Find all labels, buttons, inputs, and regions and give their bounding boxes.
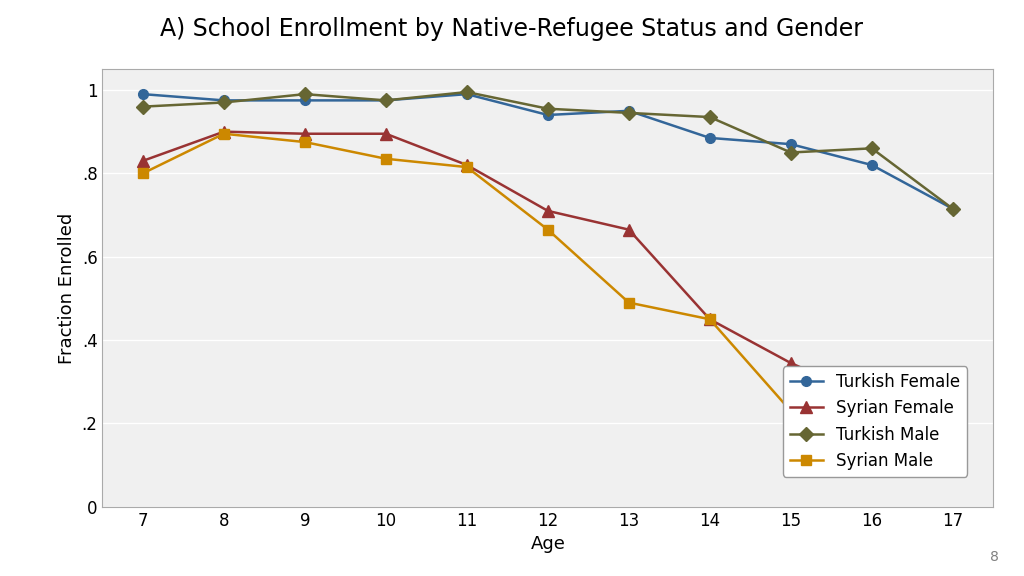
Turkish Male bbox=[946, 205, 958, 212]
Turkish Male bbox=[218, 99, 230, 106]
Syrian Female bbox=[784, 359, 797, 366]
Turkish Female bbox=[784, 141, 797, 147]
Turkish Male bbox=[380, 97, 392, 104]
Syrian Female bbox=[299, 130, 311, 137]
Turkish Male bbox=[299, 90, 311, 97]
Syrian Female bbox=[137, 157, 150, 164]
Line: Turkish Male: Turkish Male bbox=[138, 87, 957, 214]
Syrian Male bbox=[542, 226, 554, 233]
Syrian Female bbox=[542, 207, 554, 214]
Syrian Female bbox=[623, 226, 635, 233]
Turkish Female bbox=[218, 97, 230, 104]
Turkish Male bbox=[461, 89, 473, 96]
Turkish Female bbox=[461, 90, 473, 97]
Turkish Female bbox=[380, 97, 392, 104]
Turkish Female bbox=[865, 161, 878, 168]
Syrian Female bbox=[461, 161, 473, 168]
Turkish Male bbox=[137, 103, 150, 110]
Turkish Female bbox=[623, 107, 635, 114]
Line: Syrian Male: Syrian Male bbox=[138, 129, 957, 470]
Turkish Male bbox=[703, 113, 716, 120]
Syrian Male bbox=[380, 156, 392, 162]
Text: 8: 8 bbox=[989, 551, 998, 564]
Y-axis label: Fraction Enrolled: Fraction Enrolled bbox=[58, 213, 76, 363]
Syrian Male bbox=[137, 170, 150, 177]
Syrian Female bbox=[865, 395, 878, 402]
Turkish Male bbox=[784, 149, 797, 156]
Turkish Female bbox=[137, 90, 150, 97]
X-axis label: Age: Age bbox=[530, 535, 565, 554]
Legend: Turkish Female, Syrian Female, Turkish Male, Syrian Male: Turkish Female, Syrian Female, Turkish M… bbox=[783, 366, 967, 477]
Syrian Female bbox=[218, 128, 230, 135]
Syrian Female bbox=[703, 316, 716, 323]
Syrian Male bbox=[623, 299, 635, 306]
Syrian Male bbox=[784, 408, 797, 415]
Syrian Male bbox=[703, 316, 716, 323]
Syrian Male bbox=[865, 426, 878, 433]
Turkish Male bbox=[865, 145, 878, 152]
Turkish Female bbox=[703, 134, 716, 141]
Syrian Female bbox=[946, 422, 958, 429]
Turkish Male bbox=[542, 105, 554, 112]
Line: Syrian Female: Syrian Female bbox=[137, 126, 958, 431]
Text: A) School Enrollment by Native-Refugee Status and Gender: A) School Enrollment by Native-Refugee S… bbox=[161, 17, 863, 41]
Syrian Female bbox=[380, 130, 392, 137]
Turkish Female bbox=[299, 97, 311, 104]
Syrian Male bbox=[461, 164, 473, 170]
Line: Turkish Female: Turkish Female bbox=[138, 89, 957, 214]
Syrian Male bbox=[299, 139, 311, 146]
Turkish Male bbox=[623, 109, 635, 116]
Syrian Male bbox=[946, 462, 958, 469]
Turkish Female bbox=[946, 205, 958, 212]
Turkish Female bbox=[542, 112, 554, 119]
Syrian Male bbox=[218, 130, 230, 137]
